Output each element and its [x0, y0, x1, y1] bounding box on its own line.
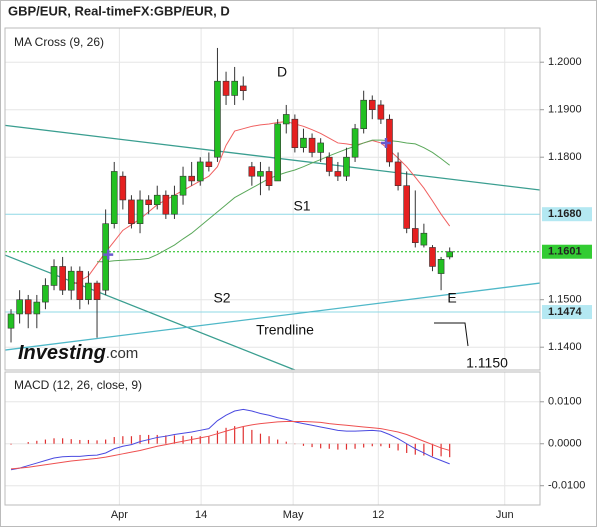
candle-body	[308, 137, 316, 153]
candle-body	[317, 142, 324, 153]
candle-body	[411, 228, 419, 243]
cross-marker	[381, 137, 392, 148]
candle-body	[179, 175, 187, 196]
candle-body	[188, 175, 195, 182]
candle-body	[231, 80, 238, 96]
x-tick-label: May	[283, 509, 304, 521]
candle-body	[136, 199, 144, 224]
candle-body	[50, 266, 58, 286]
price-label: 1.1474	[548, 306, 583, 318]
annotation: S2	[213, 290, 230, 306]
y-tick-label: 0.0100	[548, 396, 582, 408]
pane-title: MACD (12, 26, close, 9)	[14, 378, 142, 392]
candle-body	[33, 301, 41, 315]
macd-line	[10, 421, 450, 470]
price-box	[542, 244, 592, 259]
candle-body	[239, 85, 247, 91]
candle-body	[119, 175, 127, 201]
price-label: 1.1680	[548, 208, 582, 220]
macd-pane	[4, 371, 541, 506]
candle-body	[145, 199, 152, 205]
candle-body	[274, 123, 281, 182]
y-tick-label: 1.2000	[548, 56, 582, 68]
candle-body	[67, 270, 75, 291]
x-tick-label: Apr	[111, 509, 128, 521]
annotation: 1.1150	[466, 355, 508, 371]
candle-body	[446, 251, 453, 258]
candle-body	[16, 299, 23, 315]
candle-body	[343, 156, 350, 177]
logo-suffix: .com	[106, 345, 139, 362]
y-tick-label: 1.1800	[548, 151, 582, 163]
logo-brand: Investing	[18, 342, 106, 364]
candle-body	[24, 299, 32, 315]
candle-body	[351, 128, 359, 158]
candle-body	[248, 166, 256, 177]
candle-body	[420, 232, 428, 246]
candle-body	[403, 185, 410, 229]
candle-body	[282, 114, 290, 125]
candle-body	[325, 156, 333, 172]
x-tick-label: Jun	[496, 509, 514, 521]
candle-body	[437, 259, 445, 274]
trendline	[4, 282, 541, 351]
candle-body	[386, 118, 393, 163]
candle-body	[85, 282, 92, 301]
y-tick-label: 1.1500	[548, 294, 582, 306]
candle-body	[394, 161, 402, 186]
candle-body	[196, 161, 204, 182]
candle-body	[222, 80, 230, 96]
y-tick-label: 1.1400	[548, 341, 582, 353]
logo: Investing.com	[18, 342, 138, 364]
candle-body	[257, 171, 264, 177]
annotation: E	[447, 290, 456, 306]
price-box	[542, 207, 592, 222]
candle-body	[214, 80, 221, 158]
main-pane	[4, 27, 541, 371]
annotation: D	[277, 64, 287, 80]
candle-body	[7, 313, 15, 329]
annotation-bracket	[434, 322, 469, 347]
trendline	[4, 124, 541, 191]
candle-body	[110, 171, 118, 224]
macd-line	[10, 408, 450, 471]
candle-body	[334, 171, 342, 177]
candle-body	[429, 247, 436, 267]
price-label: 1.1601	[548, 246, 582, 258]
x-tick-label: 12	[372, 509, 384, 521]
y-tick-label: 0.0000	[548, 438, 582, 450]
x-tick-label: 14	[195, 509, 207, 521]
y-tick-label: 1.1900	[548, 104, 582, 116]
candle-body	[291, 118, 299, 148]
candle-body	[93, 282, 101, 301]
candle-body	[360, 99, 367, 129]
pane-title: MA Cross (9, 26)	[14, 35, 104, 49]
candle-body	[171, 194, 178, 215]
candle-body	[42, 285, 49, 303]
annotation: Trendline	[256, 322, 314, 338]
candle-body	[76, 270, 84, 301]
chart-title: GBP/EUR, Real-timeFX:GBP/EUR, D	[8, 3, 230, 18]
plot-layer	[4, 28, 541, 505]
candle-body	[205, 161, 213, 167]
candle-body	[300, 137, 307, 148]
cross-marker	[103, 249, 114, 260]
price-box	[542, 305, 592, 320]
candle-body	[153, 194, 161, 205]
y-tick-label: -0.0100	[548, 480, 585, 492]
candle-body	[162, 194, 170, 215]
candle-body	[377, 104, 385, 120]
candle-body	[59, 266, 66, 291]
candle-body	[368, 99, 376, 110]
candle-body	[265, 171, 273, 186]
annotation: S1	[293, 198, 310, 214]
candle-body	[128, 199, 135, 224]
